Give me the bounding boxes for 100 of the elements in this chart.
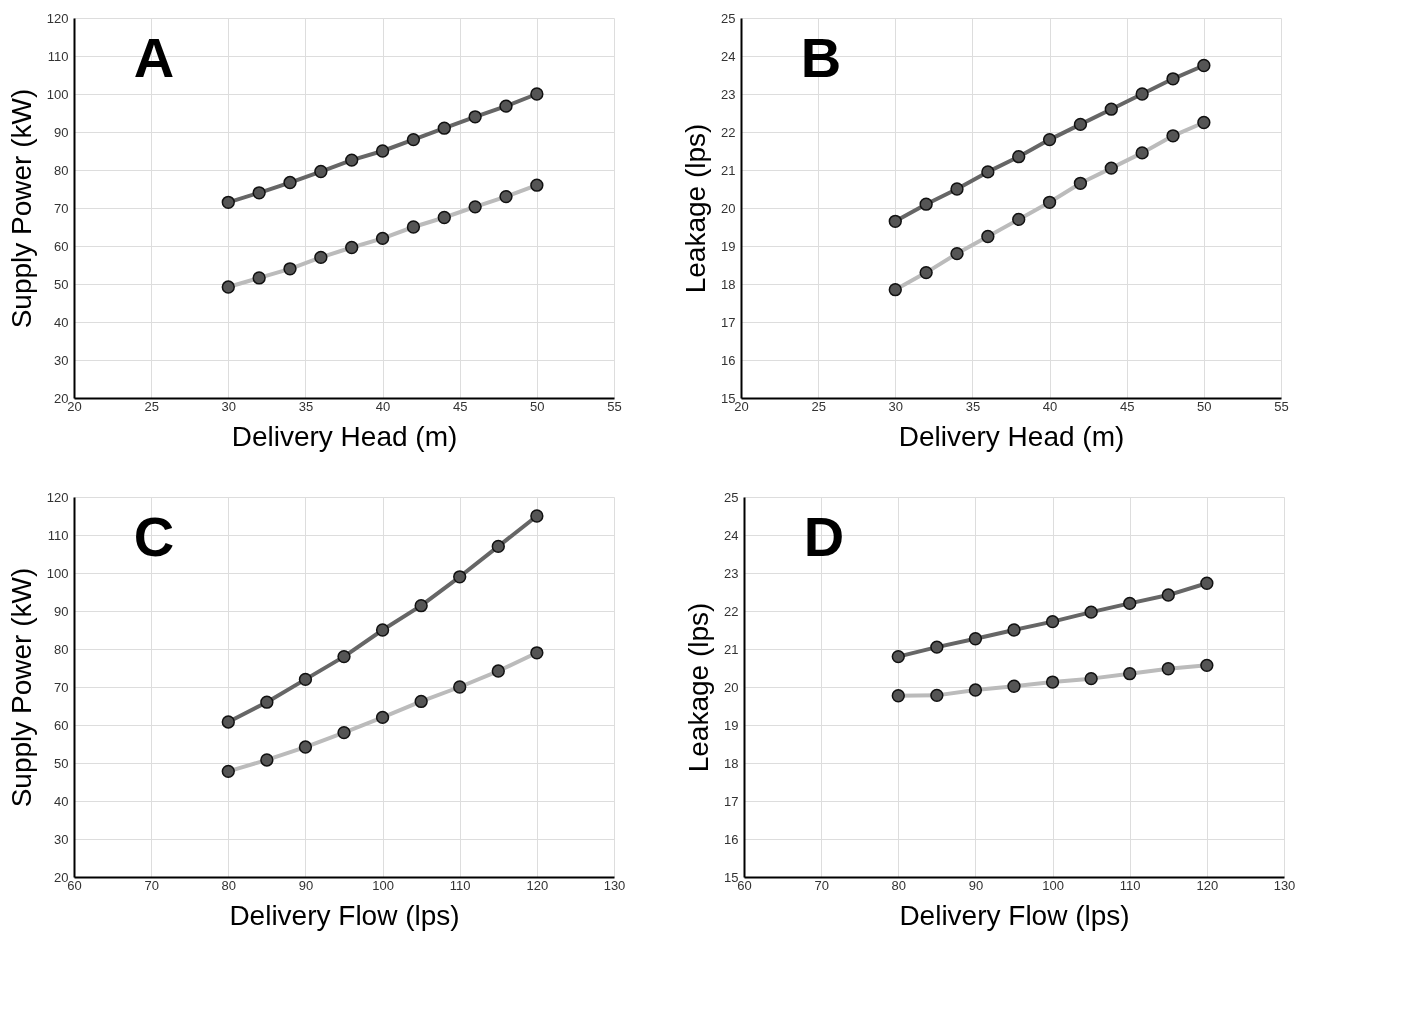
x-tick-label: 120 <box>1196 877 1219 893</box>
y-tick-label: 20 <box>724 679 739 695</box>
point <box>1197 58 1211 73</box>
x-tick-label: 40 <box>1042 398 1058 414</box>
y-axis-title: Supply Power (kW) <box>5 567 37 808</box>
point <box>406 132 421 147</box>
y-tick-label: 19 <box>724 717 739 733</box>
point <box>530 509 544 523</box>
point <box>1135 87 1149 101</box>
point <box>919 197 933 211</box>
point <box>337 649 351 664</box>
point <box>375 623 390 637</box>
x-tick-label: 120 <box>526 877 549 893</box>
point <box>1084 605 1098 619</box>
point <box>314 164 328 179</box>
y-tick-label: 90 <box>54 603 69 619</box>
point <box>453 570 467 584</box>
point <box>491 539 505 554</box>
x-tick-label: 90 <box>298 877 314 893</box>
point <box>252 186 266 200</box>
x-tick-label: 25 <box>144 398 159 414</box>
x-tick-label: 55 <box>1274 398 1289 414</box>
y-tick-label: 100 <box>46 86 69 102</box>
y-tick-label: 23 <box>721 86 736 102</box>
y-tick-label: 16 <box>721 352 736 368</box>
y-axis-title: Supply Power (kW) <box>5 88 37 329</box>
point <box>1073 117 1088 132</box>
x-tick-label: 30 <box>888 398 904 414</box>
y-tick-label: 40 <box>54 314 69 330</box>
x-tick-label: 20 <box>734 398 749 414</box>
annotation: A <box>133 26 175 89</box>
x-tick-label: 40 <box>375 398 391 414</box>
y-tick-label: 60 <box>54 238 69 254</box>
point <box>1012 150 1026 164</box>
x-tick-label: 130 <box>603 877 626 893</box>
y-tick-label: 17 <box>721 314 736 330</box>
x-tick-label: 80 <box>891 877 907 893</box>
point <box>530 87 544 101</box>
point <box>260 695 274 709</box>
point <box>1007 623 1021 637</box>
point <box>1042 132 1057 147</box>
y-tick-label: 120 <box>46 489 69 505</box>
point <box>414 599 428 613</box>
x-axis-title: Delivery Flow (lps) <box>899 899 1130 931</box>
x-axis-title: Delivery Head (m) <box>231 420 458 452</box>
y-tick-label: 15 <box>721 390 736 406</box>
point <box>930 640 944 654</box>
y-axis-title: Leakage (lps) <box>680 123 712 294</box>
y-tick-label: 17 <box>724 793 739 809</box>
x-axis-title: Delivery Head (m) <box>898 420 1125 452</box>
x-tick-label: 60 <box>737 877 752 893</box>
point <box>1161 588 1175 602</box>
y-tick-label: 20 <box>721 200 736 216</box>
x-tick-label: 100 <box>372 877 394 893</box>
x-tick-label: 70 <box>814 877 829 893</box>
point <box>468 110 482 124</box>
x-tick-label: 100 <box>1042 877 1064 893</box>
point <box>891 649 905 664</box>
annotation: C <box>133 505 175 568</box>
point <box>499 99 513 113</box>
annotation: B <box>800 26 842 89</box>
y-tick-label: 24 <box>721 48 736 64</box>
point <box>437 121 451 135</box>
y-tick-label: 110 <box>47 48 69 64</box>
x-tick-label: 25 <box>811 398 826 414</box>
y-tick-label: 100 <box>46 565 69 581</box>
y-tick-label: 22 <box>721 124 736 140</box>
y-tick-label: 25 <box>724 489 739 505</box>
point <box>221 195 235 209</box>
y-tick-label: 21 <box>724 641 739 657</box>
point <box>981 165 995 179</box>
x-tick-label: 90 <box>968 877 984 893</box>
y-tick-label: 80 <box>54 641 69 657</box>
y-tick-label: 24 <box>724 527 739 543</box>
x-tick-label: 45 <box>1119 398 1135 414</box>
annotation: D <box>803 505 845 568</box>
y-tick-label: 25 <box>721 10 736 26</box>
x-tick-label: 45 <box>452 398 468 414</box>
point <box>375 144 390 158</box>
y-tick-label: 30 <box>54 352 69 368</box>
y-tick-label: 18 <box>721 276 736 292</box>
y-tick-label: 15 <box>724 869 739 885</box>
point <box>950 182 964 196</box>
y-tick-label: 50 <box>54 755 69 771</box>
point <box>298 672 313 687</box>
x-axis-title: Delivery Flow (lps) <box>229 899 460 931</box>
y-tick-label: 80 <box>54 162 69 178</box>
y-tick-label: 60 <box>54 717 69 733</box>
x-tick-label: 35 <box>298 398 314 414</box>
y-tick-label: 110 <box>47 527 69 543</box>
x-tick-label: 35 <box>965 398 981 414</box>
y-tick-label: 21 <box>721 162 736 178</box>
y-tick-label: 40 <box>54 793 69 809</box>
y-tick-label: 70 <box>54 679 69 695</box>
point <box>1200 576 1214 590</box>
point <box>1045 614 1060 629</box>
x-tick-label: 110 <box>1119 877 1141 893</box>
y-tick-label: 18 <box>724 755 739 771</box>
y-tick-label: 30 <box>54 831 69 847</box>
y-tick-label: 23 <box>724 565 739 581</box>
